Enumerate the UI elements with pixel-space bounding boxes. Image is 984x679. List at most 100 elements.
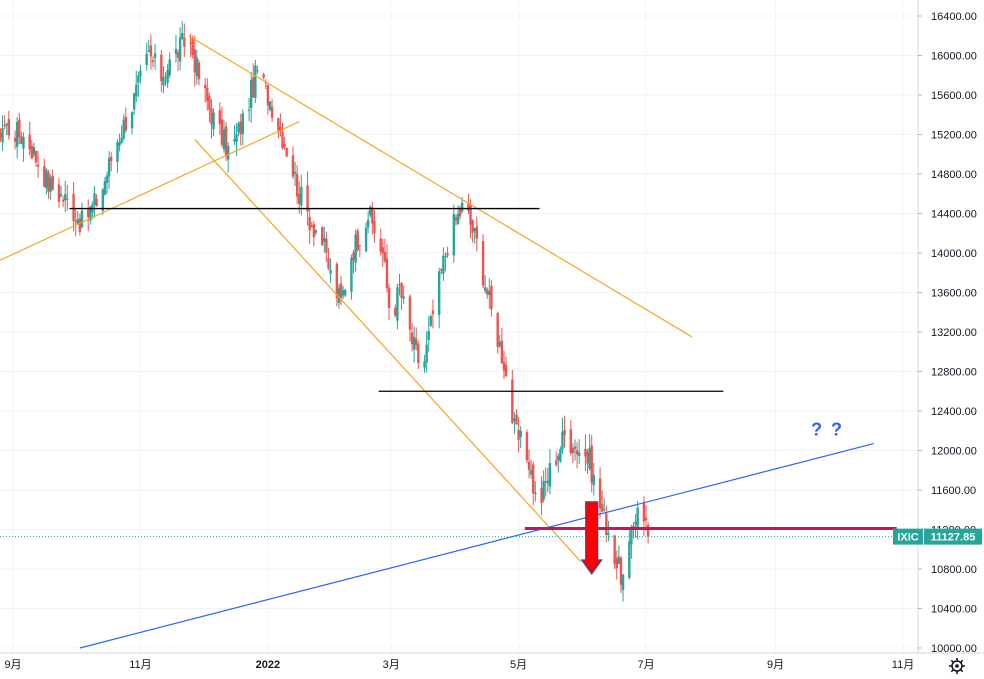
candle-body [431, 310, 435, 315]
down-arrow-icon [580, 501, 603, 575]
candle-body [220, 119, 224, 145]
candle-body [605, 513, 608, 536]
candle-body [89, 206, 92, 221]
candle-body [381, 247, 384, 254]
y-tick-label: 10800.00 [931, 564, 977, 576]
candle-body [425, 344, 428, 363]
candle-body [486, 289, 489, 295]
candle-body [383, 251, 387, 262]
y-tick-label: 12400.00 [931, 406, 977, 418]
candle-body [352, 252, 355, 261]
candle-body [168, 59, 171, 76]
candle-body [575, 450, 579, 455]
candle-body [306, 185, 309, 212]
candle-body [237, 123, 240, 132]
candle-body [174, 48, 178, 55]
candle-body [300, 187, 303, 206]
candle-body [415, 338, 418, 346]
y-tick-label: 14400.00 [931, 209, 977, 221]
candle-body [569, 429, 573, 454]
candle-body [456, 213, 460, 224]
candle-body [268, 101, 272, 110]
candle-body [571, 448, 575, 454]
candle-body [249, 80, 253, 109]
candle-body [28, 134, 31, 150]
candle-body [369, 206, 372, 216]
x-tick-label: 3月 [383, 659, 400, 671]
candle-body [34, 150, 38, 163]
annotations: ? ? [0, 420, 918, 575]
candle-body [204, 84, 207, 89]
candle-body [584, 448, 587, 457]
candle-body [341, 290, 345, 296]
candle-body [343, 289, 347, 296]
candle-body [116, 142, 119, 163]
candle-body [5, 123, 8, 126]
candle-body [218, 110, 222, 125]
candle-body [471, 220, 474, 233]
candle-body [57, 184, 61, 202]
candle-body [452, 213, 456, 256]
candle-body [224, 126, 228, 156]
candle-body [210, 108, 213, 125]
candle-body [206, 87, 209, 102]
candle-body [93, 193, 96, 205]
candle-body [423, 361, 426, 368]
candle-body [446, 253, 449, 256]
candle-body [137, 75, 140, 83]
candle-body [519, 430, 522, 437]
candle-body [314, 230, 318, 233]
candle-body [373, 220, 376, 234]
candle-body [49, 177, 52, 192]
time-axis[interactable]: 9月 11月 2022 3月 5月 7月 9月 11月 [4, 659, 914, 671]
candle-body [408, 296, 412, 330]
settings-gear-icon[interactable] [949, 658, 965, 674]
candle-body [183, 37, 186, 47]
candle-body [139, 70, 142, 77]
candle-body [45, 169, 48, 189]
candle-body [120, 137, 123, 143]
candle-body [615, 558, 618, 569]
candle-body [30, 145, 34, 159]
candle-body [176, 52, 180, 58]
candle-body [59, 194, 63, 197]
candle-body [590, 445, 593, 483]
candle-body [356, 230, 359, 251]
candle-body [417, 344, 420, 364]
candle-body [233, 139, 236, 142]
candle-body [544, 481, 547, 483]
candle-body [247, 109, 251, 111]
candle-body [285, 147, 288, 157]
candle-body [642, 502, 646, 522]
candle-body [122, 119, 125, 139]
candle-body [277, 118, 280, 131]
candle-body [542, 480, 545, 500]
candle-body [66, 198, 69, 200]
y-tick-label: 10400.00 [931, 604, 977, 616]
candle-body [517, 429, 520, 441]
last-price-badge [924, 528, 982, 545]
candle-body [527, 461, 531, 470]
x-tick-label: 11月 [892, 659, 914, 671]
candle-body [502, 362, 506, 371]
candle-body [442, 255, 445, 274]
y-tick-label: 12000.00 [931, 446, 977, 458]
candle-body [266, 85, 270, 106]
candle-body [394, 307, 397, 316]
candle-body [15, 122, 19, 147]
candle-body [619, 557, 623, 585]
candle-body [598, 478, 602, 509]
candle-body [20, 136, 23, 144]
candle-body [379, 238, 382, 252]
candle-body [135, 84, 138, 97]
candle-body [222, 129, 226, 150]
x-tick-label: 5月 [510, 659, 527, 671]
candle-body [529, 469, 533, 475]
x-tick-label: 2022 [256, 659, 280, 671]
candle-body [36, 164, 40, 167]
candle-body [427, 330, 430, 341]
candle-body [295, 174, 299, 197]
candle-body [628, 541, 631, 578]
candle-body [366, 219, 370, 228]
